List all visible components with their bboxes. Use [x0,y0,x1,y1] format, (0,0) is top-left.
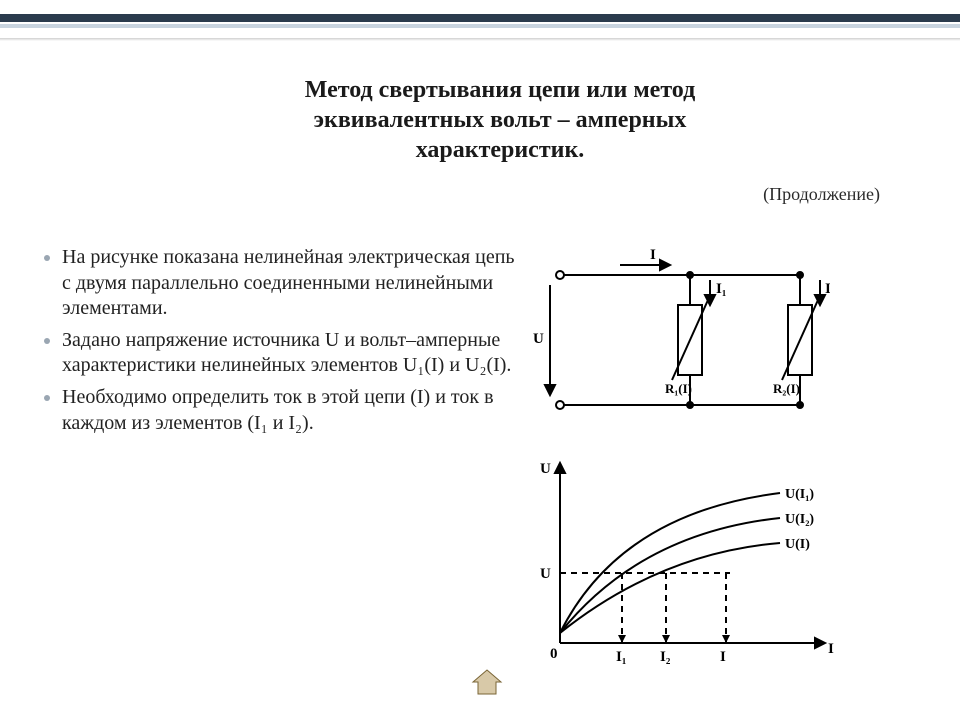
axis-x-label: I [828,641,834,657]
label-R2: R₂(I) [773,381,800,396]
tick-I1: I₁ [616,649,626,665]
curve-label-1: U(I₂) [785,512,814,527]
tick-I2: I₂ [660,649,671,665]
title-line-3: характеристик. [416,137,585,163]
slide-title: Метод свертывания цепи или метод эквивал… [130,75,870,165]
header-bar-light [0,24,960,28]
axis-y-label: U [540,461,551,477]
header-decor [0,14,960,34]
figure-column: I I₁ I₂ U R₁(I) R₂(I) [530,245,930,673]
continuation-label: (Продолжение) [763,184,880,205]
content-row: На рисунке показана нелинейная электриче… [40,245,930,673]
label-I: I [650,247,656,263]
u-level-label: U [540,566,551,582]
circuit-diagram: I I₁ I₂ U R₁(I) R₂(I) [530,245,830,435]
header-bar-dark [0,14,960,22]
slide-body: Метод свертывания цепи или метод эквивал… [40,60,930,700]
label-I1: I₁ [716,281,726,297]
va-plot: U I 0 U I₁ I₂ I U(I₁) U(I₂) U(I) [530,453,840,673]
axis-origin: 0 [550,646,558,662]
header-shadow [0,38,960,41]
home-button[interactable] [470,668,504,696]
label-R1: R₁(I) [665,381,692,396]
bullet-list: На рисунке показана нелинейная электриче… [62,245,520,436]
home-icon [470,668,504,696]
bullet-2: Задано напряжение источника U и вольт–ам… [62,328,520,379]
curve-label-0: U(I₁) [785,487,814,502]
title-line-2: эквивалентных вольт – амперных [314,107,687,133]
label-I2: I₂ [825,281,830,297]
tick-I: I [720,649,726,665]
text-column: На рисунке показана нелинейная электриче… [40,245,530,673]
title-line-1: Метод свертывания цепи или метод [305,77,696,103]
bullet-3: Необходимо определить ток в этой цепи (I… [62,385,520,436]
curve-label-2: U(I) [785,537,810,552]
bullet-1: На рисунке показана нелинейная электриче… [62,245,520,322]
label-U: U [533,331,544,347]
